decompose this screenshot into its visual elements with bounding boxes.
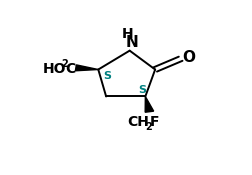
Text: O: O [181,50,194,65]
Text: N: N [125,35,138,50]
Text: HO: HO [42,62,66,76]
Text: 2: 2 [61,59,68,69]
Polygon shape [145,96,153,112]
Text: S: S [138,85,146,95]
Text: S: S [103,71,111,81]
Text: H: H [121,27,133,41]
Polygon shape [75,65,98,71]
Text: C: C [65,62,75,76]
Text: 2: 2 [145,122,152,132]
Text: CH: CH [127,115,149,129]
Text: F: F [149,115,159,129]
